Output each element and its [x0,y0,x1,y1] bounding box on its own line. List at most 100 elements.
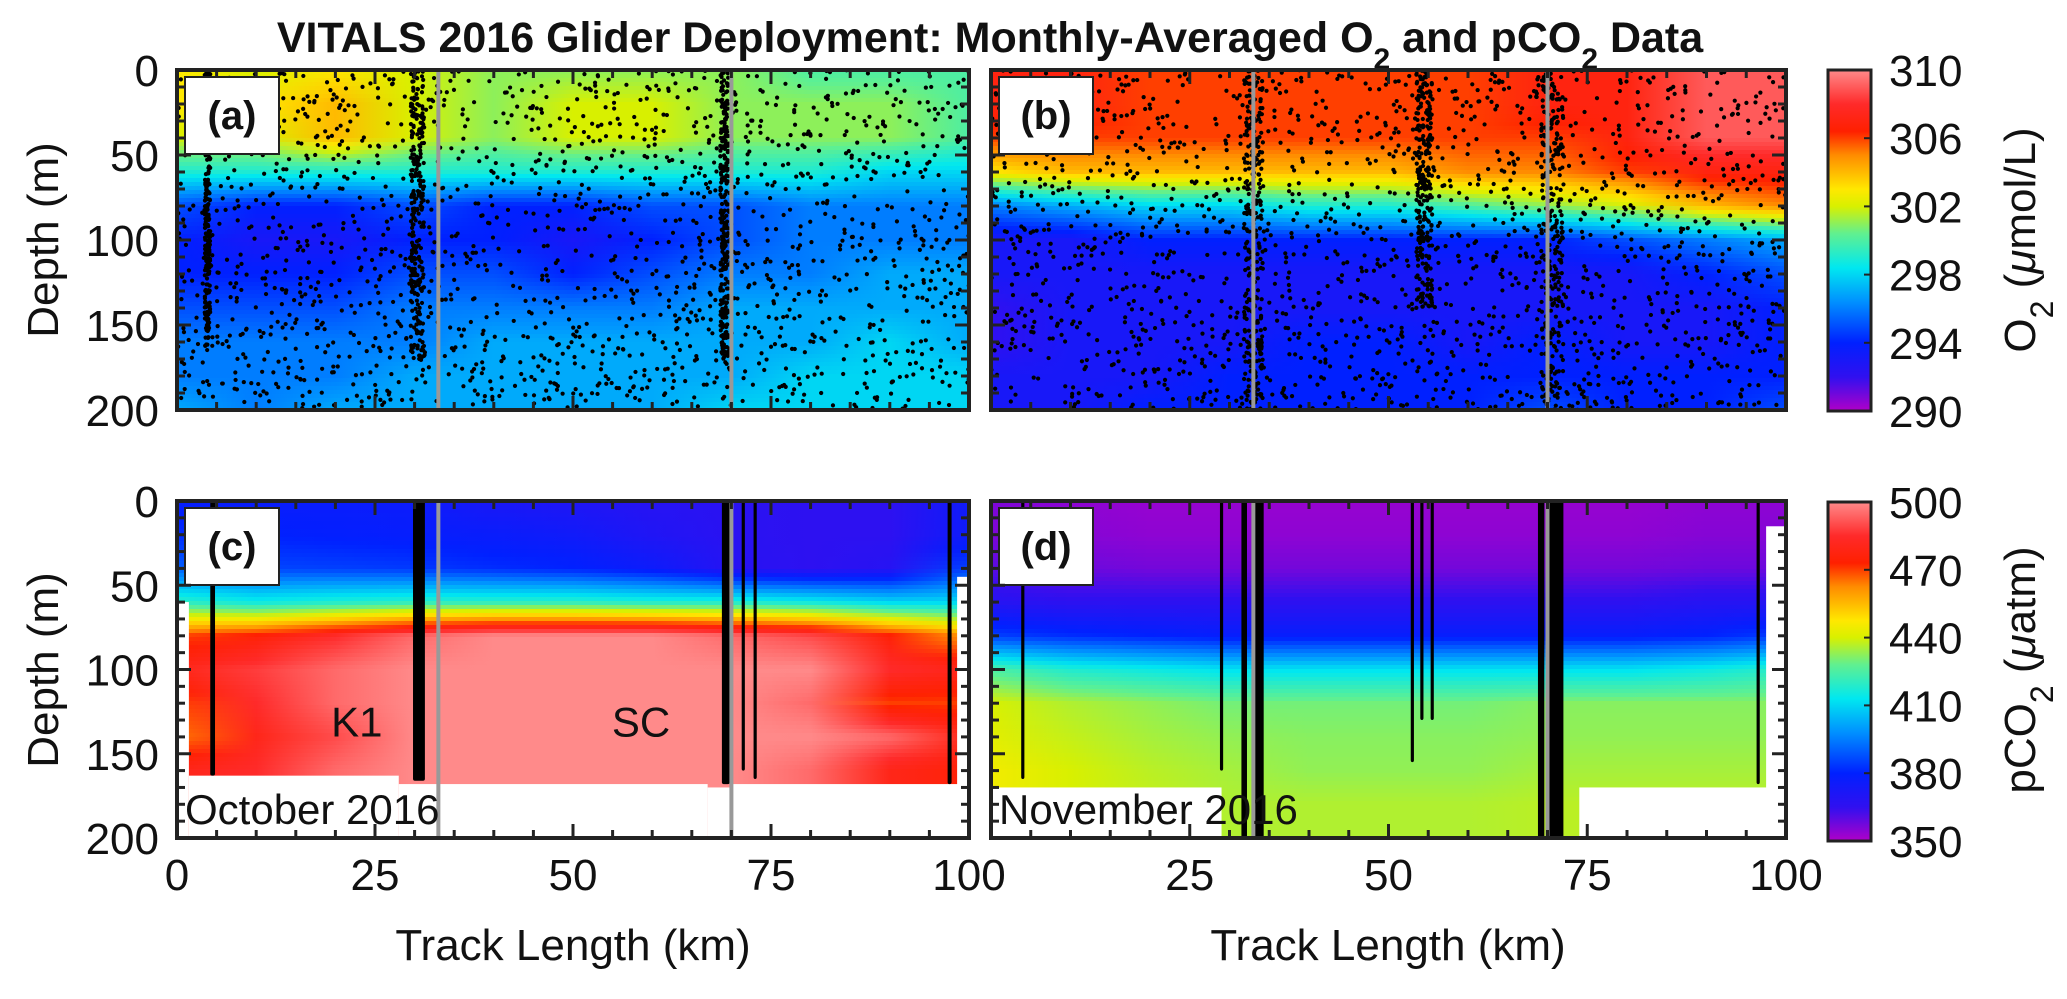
sample-point [911,372,916,377]
sample-point [681,307,686,312]
sample-point [313,185,318,190]
sample-point [235,198,240,203]
sample-point [941,188,947,193]
sample-point [838,243,843,248]
heatmap-row [177,210,969,215]
sample-point [734,258,739,264]
sample-point [687,285,692,290]
sample-point [829,100,835,106]
sample-point [195,341,201,347]
sample-point [812,372,817,377]
sample-point [621,347,626,352]
sample-point [187,207,192,212]
sample-point [371,205,376,211]
sample-point [356,159,361,165]
sample-point [700,231,705,237]
sample-point [859,236,864,241]
sample-point [677,347,682,353]
sample-point [707,304,713,309]
sample-point [844,343,849,348]
sample-point [333,294,339,299]
sample-point [786,161,791,166]
sample-point [591,334,596,339]
sample-point [578,392,583,397]
sample-point [783,366,789,371]
sample-point [456,327,462,332]
sample-point [427,304,433,310]
sample-point [302,378,307,383]
heatmap-row [177,294,969,299]
sample-point [797,243,803,248]
sample-point [633,369,638,375]
sample-point [691,124,697,129]
sample-point [523,392,528,398]
sample-point [902,88,907,93]
sample-point [807,289,812,294]
sample-point [343,86,349,91]
sample-point [932,106,937,112]
sample-point [638,195,643,201]
sample-point [612,106,617,111]
sample-point [256,381,261,387]
sample-point [657,292,662,297]
sample-point [736,230,741,235]
heatmap-row [177,226,969,231]
sample-point [841,357,846,362]
sample-point [223,157,228,162]
sample-point [443,297,448,302]
sample-point [307,194,312,199]
sample-point [365,279,370,284]
sample-point [352,219,357,224]
sample-point [775,95,780,100]
heatmap-row [177,166,969,171]
heatmap-row [177,146,969,151]
sample-point [583,398,588,403]
sample-point [322,327,327,332]
sample-point [536,364,541,369]
sample-point [318,299,323,304]
sample-point [294,317,299,322]
sample-point [224,339,229,344]
sample-point [459,333,464,338]
sample-point [613,351,618,356]
sample-point [617,122,622,127]
sample-point [492,147,497,152]
sample-point [671,378,677,384]
sample-point [574,329,579,334]
sample-point [745,111,750,116]
sample-point [382,315,387,320]
heatmap-row [177,206,969,211]
sample-point [325,343,331,348]
title-subscript: 2 [1374,43,1391,76]
sample-point [404,364,409,369]
sample-point [328,249,334,255]
sample-point [400,397,405,403]
sample-point [808,219,813,224]
sample-point [891,173,897,178]
sample-point [358,303,364,308]
sample-point [314,325,319,331]
sample-point [347,290,352,295]
sample-point [857,242,862,247]
sample-point [864,272,869,277]
sample-point [692,282,697,287]
sample-point [223,207,228,212]
sample-point [300,402,306,407]
sample-point [678,147,683,152]
sample-point [581,365,586,370]
sample-point [957,263,962,268]
sample-point [376,95,381,100]
sample-point [252,236,257,241]
sample-point [765,182,770,187]
sample-point [785,142,790,147]
sample-point [649,127,655,132]
sample-point [373,382,378,388]
sample-point [923,85,928,90]
sample-point [698,166,703,171]
sample-point [533,159,538,164]
sample-point [856,88,861,94]
heatmap-row [177,82,969,87]
sample-point [233,370,238,375]
heatmap-row [177,138,969,143]
sample-point [522,377,527,382]
